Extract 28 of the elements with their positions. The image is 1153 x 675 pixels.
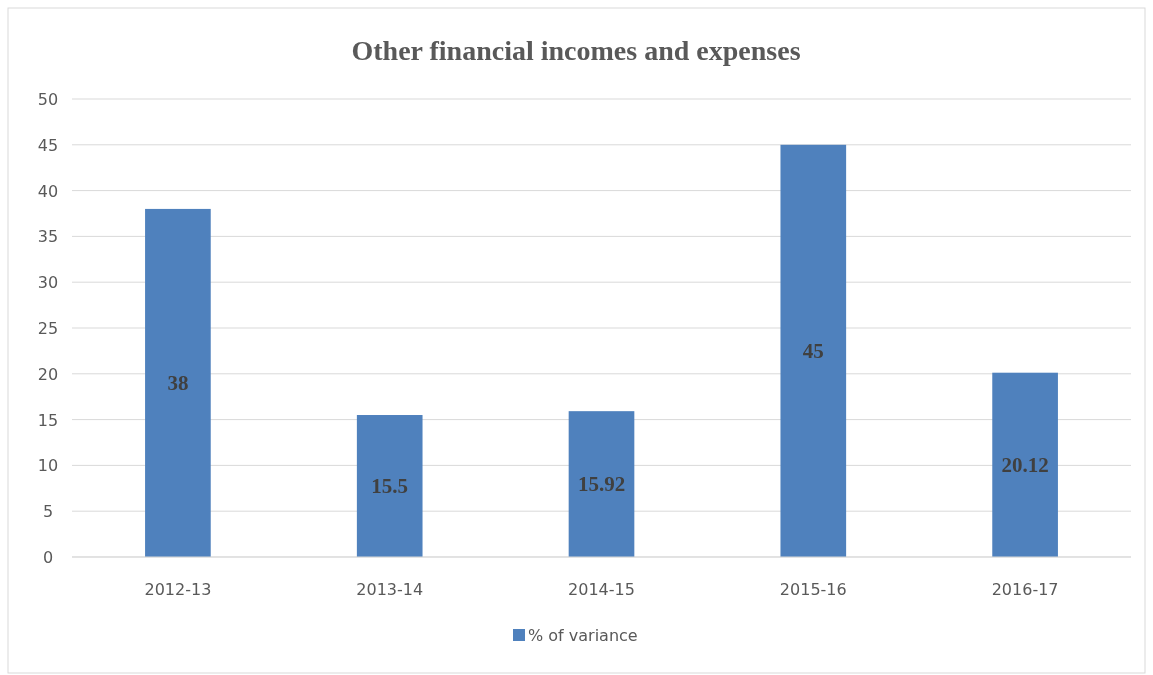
y-tick-label: 5 [42, 502, 54, 522]
x-tick-label: 2012-13 [144, 580, 212, 599]
data-label: 15.5 [371, 474, 409, 499]
y-tick-label: 10 [37, 456, 59, 476]
y-tick-label: 15 [37, 410, 59, 430]
data-label: 45 [802, 338, 824, 363]
data-label: 38 [167, 370, 189, 395]
legend-label: % of variance [528, 626, 638, 645]
y-tick-label: 35 [37, 227, 59, 247]
y-tick-label: 50 [37, 90, 59, 109]
data-label: 15.92 [577, 472, 626, 497]
y-tick-label: 40 [37, 181, 59, 201]
bar [145, 208, 211, 557]
bar [780, 144, 847, 557]
bar [992, 372, 1058, 557]
chart-title: Other financial incomes and expenses [351, 35, 801, 66]
y-tick-label: 0 [42, 548, 54, 567]
bar [356, 415, 423, 557]
x-tick-label: 2014-15 [568, 580, 635, 599]
x-tick-label: 2015-16 [779, 580, 847, 599]
y-tick-label: 45 [37, 135, 59, 155]
y-tick-label: 25 [37, 319, 59, 338]
bar [568, 411, 635, 557]
y-tick-label: 30 [37, 273, 59, 293]
y-tick-label: 20 [37, 364, 59, 384]
x-tick-label: 2016-17 [991, 580, 1059, 599]
data-label: 20.12 [1001, 452, 1049, 477]
x-tick-label: 2013-14 [356, 580, 424, 599]
